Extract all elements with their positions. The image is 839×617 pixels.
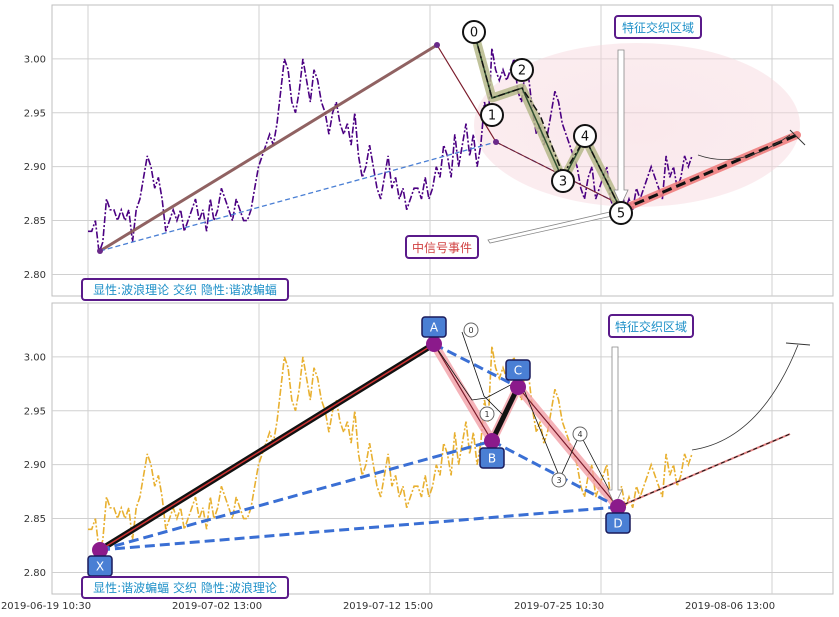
bottom-wave-markers: 0 1 3 4 — [463, 322, 588, 488]
top-zone-label: 特征交织区域 — [614, 15, 702, 39]
wave-marker-label: 0 — [470, 26, 478, 41]
harmonic-point-A — [426, 336, 442, 352]
top-thin-line — [436, 44, 497, 143]
small-wave-marker-3 — [551, 472, 567, 488]
bottom-legend-box: 显性:谐波蝙蝠 交织 隐性:波浪理论 — [81, 576, 289, 599]
harmonic-xb-dashed — [99, 439, 493, 552]
x-tick-label: 2019-07-12 15:00 — [343, 601, 433, 612]
y-tick-label: 2.85 — [24, 514, 46, 525]
x-tick-label: 2019-07-02 13:00 — [172, 601, 262, 612]
top-pivot-dot — [493, 139, 499, 145]
harmonic-point-B — [484, 433, 500, 449]
top-wave-path-core — [473, 31, 622, 211]
harmonic-label-box — [421, 316, 447, 338]
wave-marker-5 — [609, 201, 633, 225]
harmonic-xd-dashed — [99, 505, 619, 552]
y-tick-label: 2.90 — [24, 162, 46, 173]
top-wave-markers: 0 1 2 3 4 5 — [462, 20, 633, 225]
top-price-line — [88, 47, 693, 254]
harmonic-label-box — [505, 359, 531, 381]
harmonic-label-text: A — [430, 321, 439, 335]
harmonic-point-D — [610, 499, 626, 515]
harmonic-label-text: C — [514, 364, 522, 378]
wave-marker-1 — [480, 103, 504, 127]
small-wave-marker-label: 0 — [468, 326, 473, 335]
top-projection-dashed — [620, 133, 798, 212]
x-tick-label: 2019-08-06 13:00 — [685, 601, 775, 612]
harmonic-label-box — [605, 512, 631, 534]
x-tick-label: 2019-06-19 10:30 — [1, 601, 91, 612]
bottom-projection-tee — [785, 342, 811, 346]
y-tick-label: 2.80 — [24, 270, 46, 281]
bottom-projection-dashed — [617, 433, 791, 508]
harmonic-label-text: B — [488, 452, 496, 466]
harmonic-bd-dashed — [491, 439, 619, 509]
small-wave-marker-label: 4 — [577, 430, 582, 439]
bottom-y-tick-labels: 2.80 2.85 2.90 2.95 3.00 — [24, 352, 46, 579]
y-tick-label: 2.95 — [24, 108, 46, 119]
wave-marker-2 — [510, 58, 534, 82]
wave-marker-label: 2 — [518, 64, 526, 79]
small-wave-marker-label: 3 — [556, 476, 561, 485]
top-legend-text: 显性:波浪理论 交织 隐性:谐波蝙蝠 — [93, 282, 277, 297]
harmonic-xa-leg-inner — [99, 343, 435, 551]
top-zone-label-text: 特征交织区域 — [622, 20, 694, 35]
y-tick-label: 3.00 — [24, 54, 46, 65]
wave-marker-0 — [462, 20, 486, 44]
top-trendline-up — [99, 43, 438, 253]
wave-marker-label: 3 — [559, 175, 567, 190]
harmonic-markers: X A B C D — [87, 316, 631, 577]
harmonic-point-C — [510, 379, 526, 395]
small-wave-marker-4 — [572, 426, 588, 442]
y-tick-label: 3.00 — [24, 352, 46, 363]
top-y-tick-labels: 2.80 2.85 2.90 2.95 3.00 — [24, 54, 46, 281]
top-signal-label: 中信号事件 — [405, 235, 479, 259]
harmonic-label-box — [479, 447, 505, 469]
harmonic-ac-dashed — [433, 342, 519, 389]
y-tick-label: 2.80 — [24, 568, 46, 579]
harmonic-label-text: X — [96, 560, 104, 574]
wave-marker-3 — [551, 169, 575, 193]
top-zone-arrow — [613, 49, 629, 206]
bottom-legend-text: 显性:谐波蝙蝠 交织 隐性:波浪理论 — [93, 580, 277, 595]
bottom-zone-arrow — [607, 346, 623, 506]
wave-marker-label: 4 — [581, 130, 589, 145]
wave-marker-4 — [573, 124, 597, 148]
harmonic-point-X — [92, 542, 108, 558]
y-tick-label: 2.90 — [24, 460, 46, 471]
x-tick-label: 2019-07-25 10:30 — [514, 601, 604, 612]
price-series — [88, 47, 693, 254]
y-tick-label: 2.85 — [24, 216, 46, 227]
harmonic-label-text: D — [613, 517, 622, 531]
bottom-panel: 2.802.852.902.953.00 2019-06-19 10:30 201… — [1, 302, 834, 612]
bottom-zone-label-text: 特征交织区域 — [615, 319, 687, 334]
top-pivot-dot — [97, 248, 103, 254]
small-wave-marker-label: 1 — [484, 410, 489, 419]
harmonic-abcd-line — [433, 343, 493, 442]
wave-marker-label: 1 — [488, 109, 496, 124]
bottom-projection-arc — [691, 344, 799, 451]
small-wave-marker-1 — [479, 406, 495, 422]
top-signal-label-text: 中信号事件 — [412, 240, 472, 255]
top-trendline-dashed — [99, 141, 497, 252]
wave-marker-label: 5 — [617, 207, 625, 222]
top-legend-box: 显性:波浪理论 交织 隐性:谐波蝙蝠 — [81, 278, 289, 301]
y-tick-label: 2.95 — [24, 406, 46, 417]
top-projection-arc — [697, 134, 791, 160]
small-wave-marker-0 — [463, 322, 479, 338]
bottom-wave-path-2 — [461, 331, 504, 416]
top-projection-tee — [789, 129, 806, 146]
top-panel: 2.80 2.85 2.90 2.95 3.00 0 1 2 3 4 5 特征交织区域 — [24, 4, 834, 301]
harmonic-bc-leg — [489, 385, 521, 443]
bottom-x-tick-labels: 2019-06-19 10:30 2019-07-02 13:00 2019-07-… — [1, 601, 775, 612]
bottom-zone-label: 特征交织区域 — [608, 314, 694, 338]
top-pivot-dot — [434, 42, 440, 48]
harmonic-cd-leg — [517, 386, 619, 508]
